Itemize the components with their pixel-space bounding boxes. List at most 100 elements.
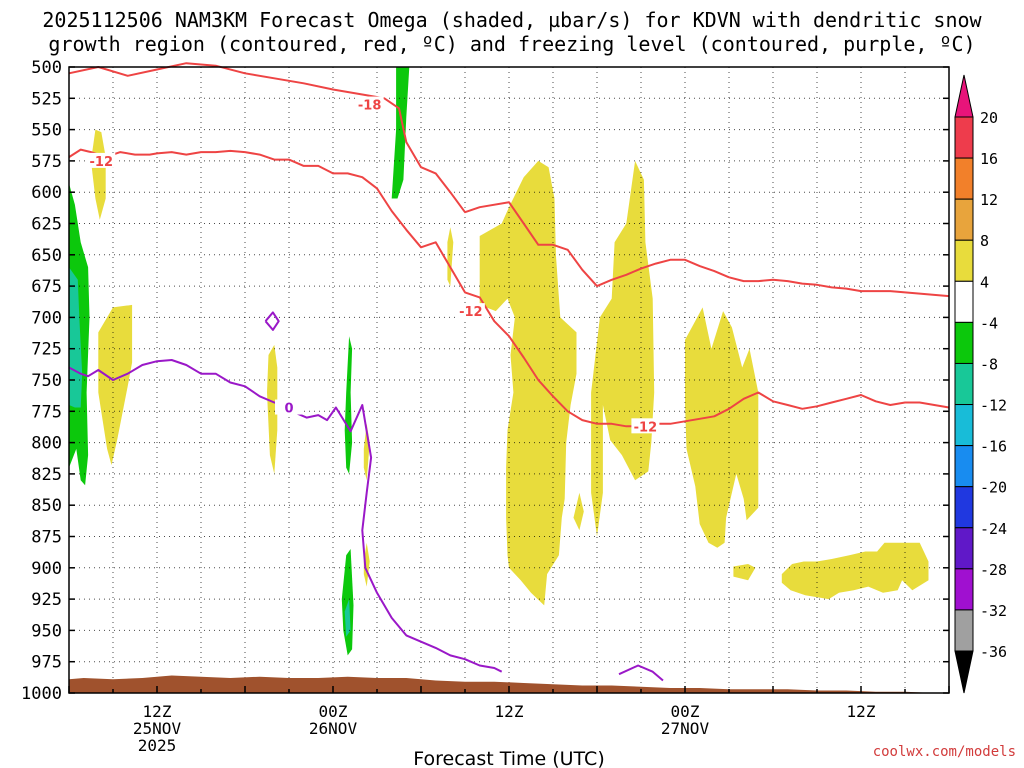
purple-contour-line-1 (264, 311, 280, 331)
red-extra-label-bg-1 (631, 418, 660, 434)
omega-area-12 (479, 160, 577, 606)
chart-title-line-1: 2025112506 NAM3KM Forecast Omega (shaded… (42, 8, 982, 32)
colorbar: 20 16 12 8 4 -4 -8 -12 -16 -20 -24 -28 -32 -36 (954, 74, 1007, 694)
colorbar-box-4 (954, 280, 974, 323)
x-tick-label-4: 12Z (847, 702, 876, 721)
colorbar-label-8: 8 (980, 232, 989, 250)
dendritic-growth-contours: -18 -12 -12 -12 (68, 62, 950, 435)
x-tick-label-2: 12Z (495, 702, 524, 721)
y-tick-label-500: 500 (31, 58, 62, 78)
y-tick-label-675: 675 (31, 277, 62, 297)
colorbar-box-5 (954, 321, 974, 364)
colorbar-label-20: 20 (980, 109, 998, 127)
colorbar-box-9 (954, 486, 974, 529)
purple-contour-label-bg-0 (275, 399, 303, 415)
colorbar-top-arrow (954, 74, 974, 118)
y-tick-label-625: 625 (31, 215, 62, 235)
red-contour-line-1 (68, 148, 950, 428)
colorbar-box-3 (954, 239, 974, 282)
y-axis: 500 525 550 575 600 625 650 675 700 725 750 775 800 8… (21, 58, 949, 704)
freezing-level-contours: 0 (68, 311, 664, 682)
y-tick-label-875: 875 (31, 528, 62, 548)
colorbar-box-2 (954, 198, 974, 241)
omega-area-14 (591, 160, 655, 537)
red-contour-line-0 (68, 62, 950, 298)
colorbar-box-6 (954, 362, 974, 406)
red-contour-label-bg-1 (87, 152, 116, 168)
colorbar-label-12: 12 (980, 191, 998, 209)
red-contour-label-1: -12 (90, 155, 114, 170)
y-tick-label-850: 850 (31, 496, 62, 516)
omega-area-17 (781, 542, 929, 600)
omega-area-6 (344, 336, 353, 474)
red-extra-label-bg-0 (456, 303, 485, 319)
purple-contour-line-0 (68, 359, 503, 673)
y-tick-label-550: 550 (31, 121, 62, 141)
colorbar-label--24: -24 (980, 520, 1007, 538)
x-tick-date-0: 25NOV (133, 719, 182, 738)
ground-fill (69, 675, 949, 693)
omega-area-11 (447, 227, 454, 287)
y-tick-label-750: 750 (31, 371, 62, 391)
red-extra-label-0: -12 (459, 305, 483, 320)
colorbar-box-1 (954, 157, 974, 200)
colorbar-box-7 (954, 404, 974, 447)
colorbar-bottom-arrow (954, 650, 974, 694)
colorbar-label--32: -32 (980, 602, 1007, 620)
colorbar-box-0 (954, 116, 974, 159)
colorbar-label--20: -20 (980, 479, 1007, 497)
y-tick-label-575: 575 (31, 152, 62, 172)
omega-area-16 (733, 564, 756, 581)
omega-area-8 (363, 542, 370, 587)
y-tick-label-900: 900 (31, 559, 62, 579)
x-tick-label-3: 00Z (671, 702, 700, 721)
red-contour-label-bg-0 (355, 96, 384, 112)
omega-area-5 (267, 344, 278, 474)
ground-surface (69, 675, 949, 693)
credit-link[interactable]: coolwx.com/models (872, 744, 1016, 760)
colorbar-label-16: 16 (980, 150, 998, 168)
omega-shaded-areas (69, 67, 929, 656)
x-tick-label-1: 00Z (319, 702, 348, 721)
y-tick-label-725: 725 (31, 340, 62, 360)
chart-title-line-2: growth region (contoured, red, ºC) and f… (48, 32, 976, 56)
colorbar-label--12: -12 (980, 397, 1007, 415)
omega-area-13 (573, 492, 584, 531)
grid-lines (68, 66, 950, 694)
y-tick-label-775: 775 (31, 402, 62, 422)
y-tick-label-975: 975 (31, 653, 62, 673)
colorbar-label--36: -36 (980, 643, 1007, 661)
omega-area-4 (391, 67, 410, 199)
colorbar-box-8 (954, 445, 974, 488)
y-tick-label-825: 825 (31, 465, 62, 485)
colorbar-box-11 (954, 568, 974, 611)
x-tick-date-1: 26NOV (309, 719, 358, 738)
colorbar-label--8: -8 (980, 355, 998, 373)
omega-area-3 (98, 304, 133, 466)
omega-area-15 (685, 307, 759, 548)
y-tick-label-925: 925 (31, 590, 62, 610)
colorbar-box-10 (954, 527, 974, 570)
red-contour-label-0: -18 (358, 99, 382, 114)
y-tick-label-525: 525 (31, 89, 62, 109)
y-tick-label-800: 800 (31, 434, 62, 454)
y-tick-label-600: 600 (31, 183, 62, 203)
omega-area-9 (341, 549, 354, 656)
colorbar-label--4: -4 (980, 314, 998, 332)
x-tick-label-0: 12Z (143, 702, 172, 721)
y-tick-label-1000: 1000 (21, 684, 62, 704)
y-tick-label-950: 950 (31, 621, 62, 641)
x-tick-year-0: 2025 (138, 736, 177, 755)
x-tick-date-3: 27NOV (661, 719, 710, 738)
red-extra-label-1: -12 (634, 420, 658, 435)
purple-contour-line-2 (618, 664, 664, 682)
colorbar-label-4: 4 (980, 273, 989, 291)
colorbar-label--28: -28 (980, 561, 1007, 579)
y-tick-label-700: 700 (31, 308, 62, 328)
purple-contour-label-0: 0 (284, 402, 293, 417)
colorbar-box-12 (954, 609, 974, 652)
colorbar-label--16: -16 (980, 438, 1007, 456)
omega-area-10 (344, 599, 351, 637)
omega-area-2 (91, 129, 106, 220)
